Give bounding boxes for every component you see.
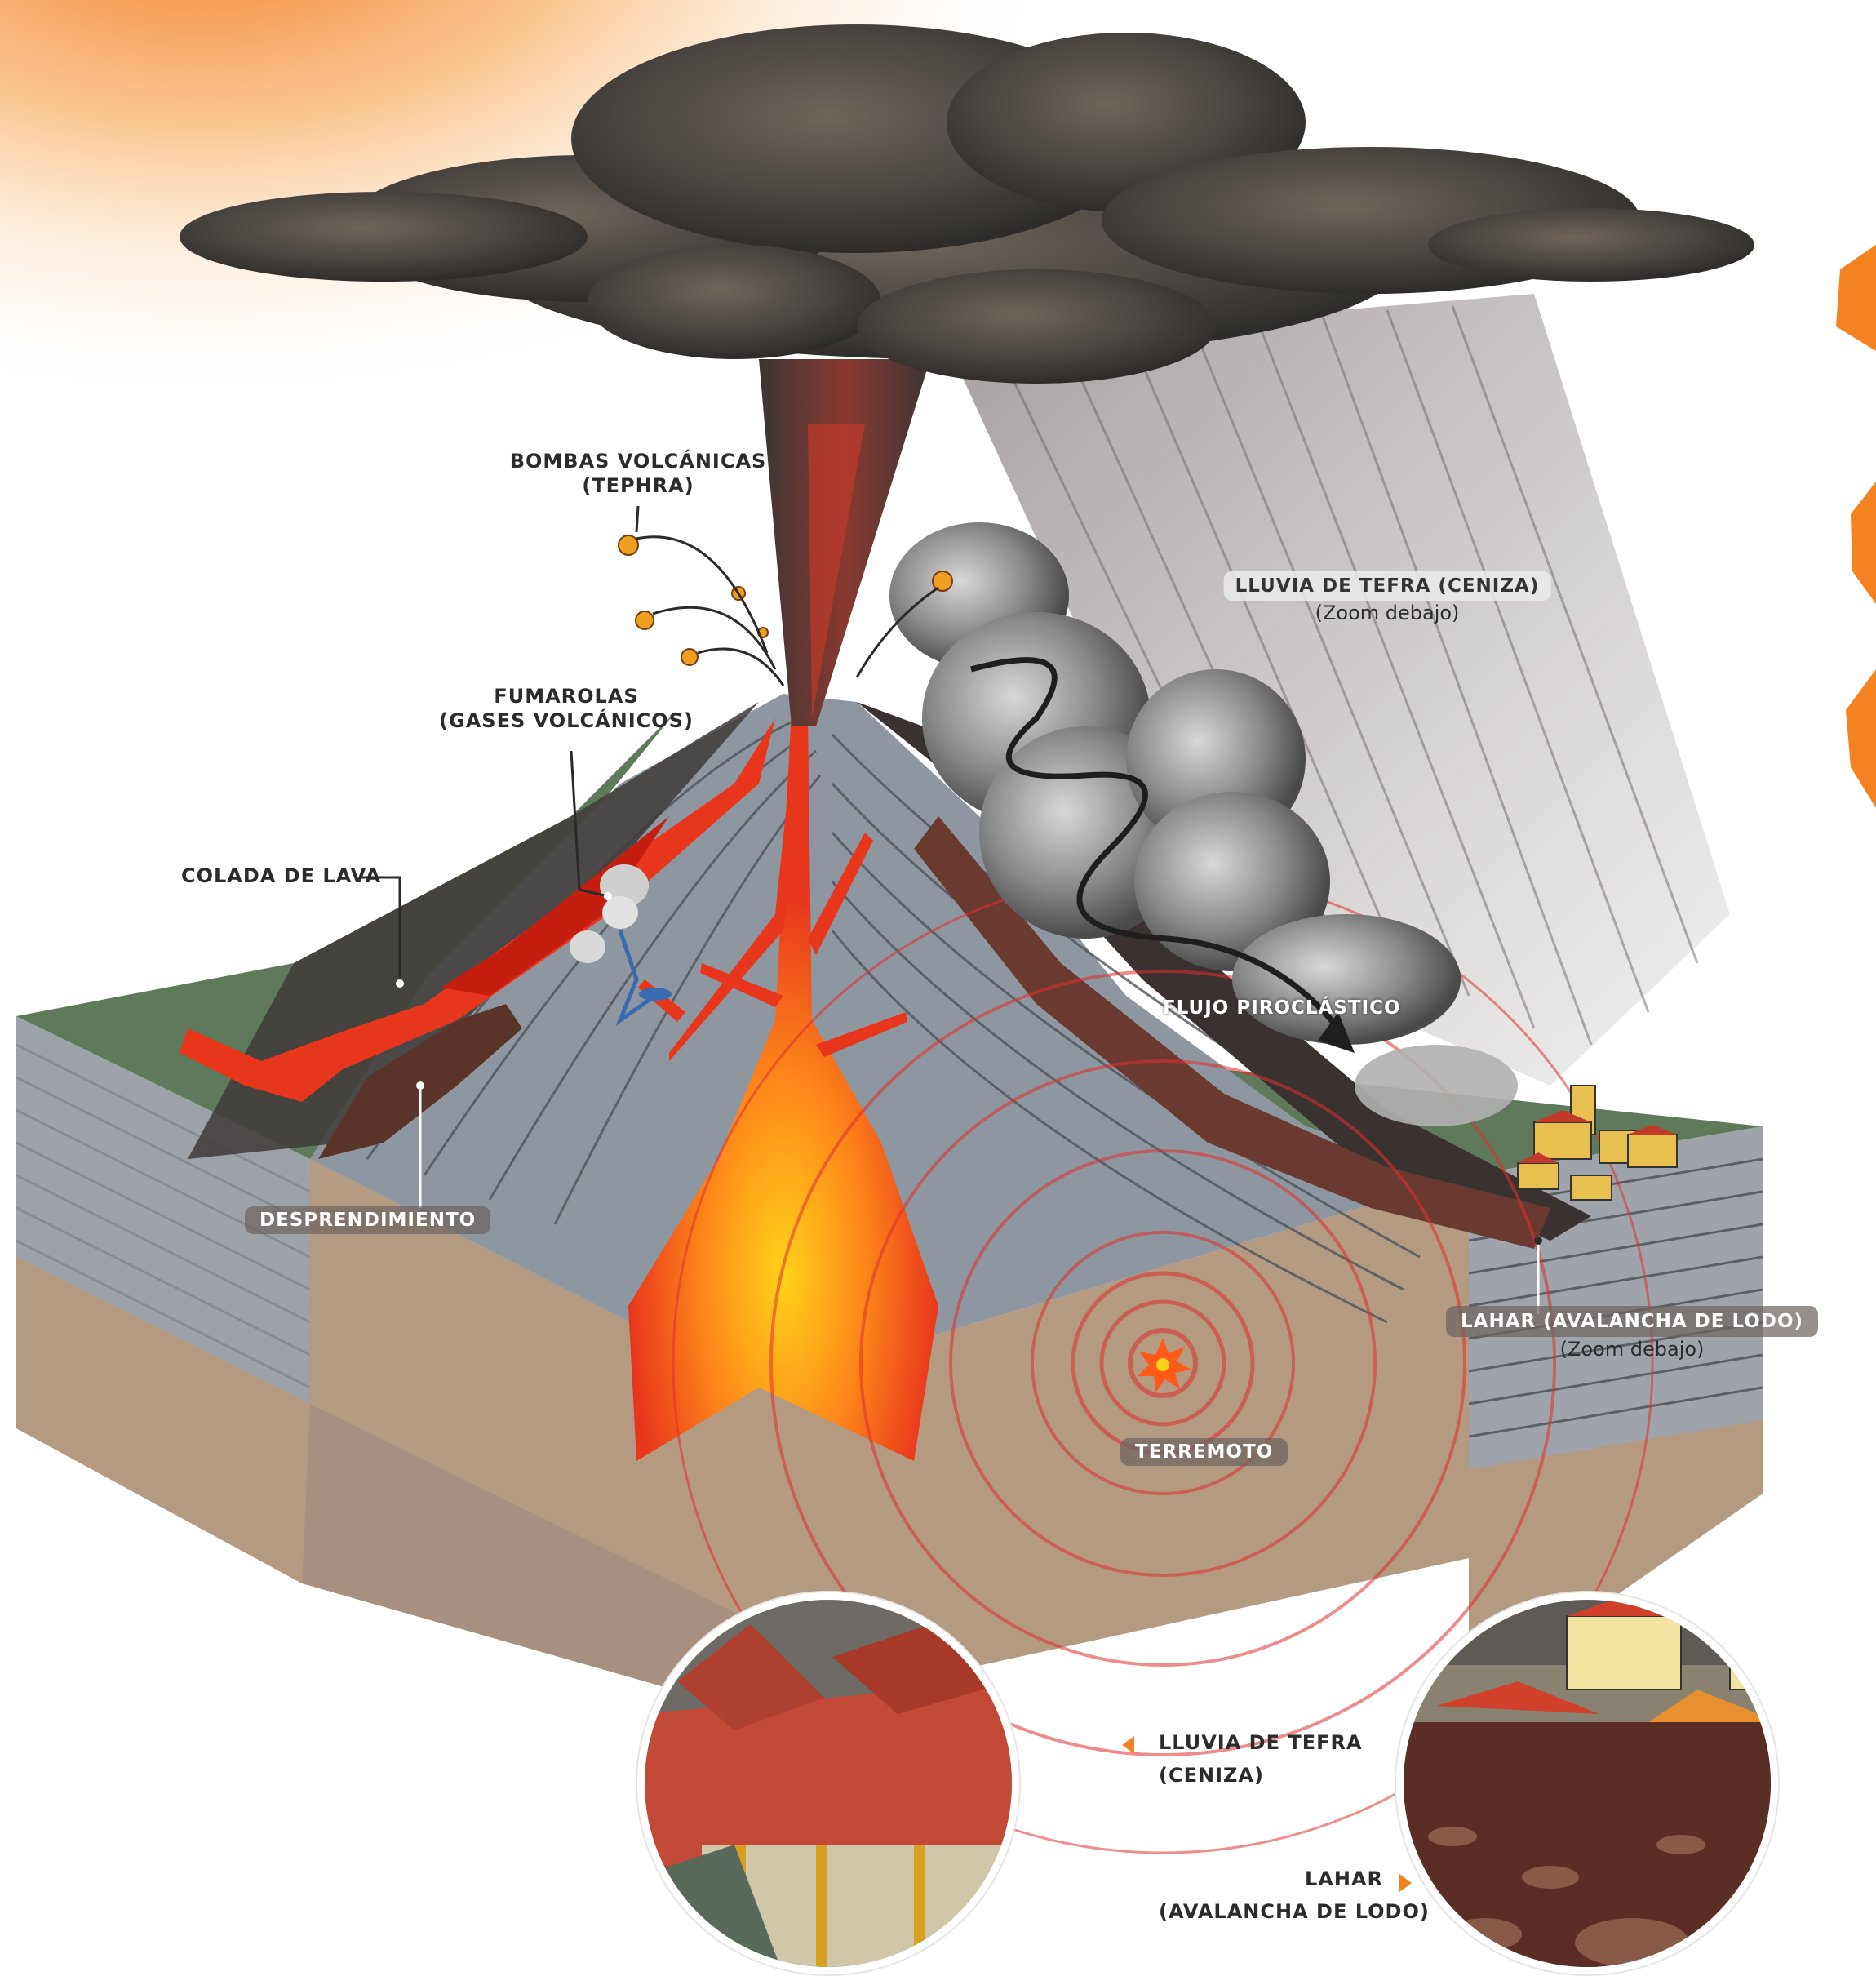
eruption-column	[759, 359, 930, 726]
earthquake-rings	[672, 872, 1654, 1854]
volcanic-bombs	[618, 535, 953, 686]
flujo-label: FLUJO PIROCLÁSTICO	[1163, 997, 1401, 1019]
leader-lines	[359, 505, 1542, 1314]
lluvia-label-line1: LLUVIA DE TEFRA (CENIZA)	[1223, 571, 1551, 601]
lahar-caption-line2: (AVALANCHA DE LODO)	[1159, 1900, 1430, 1923]
tefra-caption: LLUVIA DE TEFRA (CENIZA)	[1159, 1726, 1363, 1792]
colada-label: COLADA DE LAVA	[181, 864, 382, 887]
zoom-circle-tefra	[636, 1591, 1021, 1976]
lahar-label-line1: LAHAR (AVALANCHA DE LODO)	[1445, 1306, 1819, 1337]
earthquake-focus	[1138, 1339, 1191, 1392]
tefra-caption-arrow	[1122, 1736, 1134, 1754]
ash-fall	[947, 294, 1730, 1086]
lahar-caption-line1: LAHAR	[1304, 1867, 1383, 1890]
town	[1517, 1085, 1678, 1201]
lahar-channel	[914, 816, 1550, 1249]
pyroclastic-flow	[889, 522, 1518, 1126]
edge-tabs	[1836, 245, 1876, 808]
zoom-circle-lahar	[1395, 1591, 1780, 1976]
terremoto-label: TERREMOTO	[1120, 1438, 1288, 1466]
lluvia-label: LLUVIA DE TEFRA (CENIZA) (Zoom debajo)	[1223, 571, 1551, 625]
fumarolas-label-line1: FUMAROLAS	[494, 685, 639, 708]
lluvia-label-line2: (Zoom debajo)	[1315, 602, 1460, 624]
desprendimiento-label: DESPRENDIMIENTO	[245, 1206, 491, 1234]
magma-conduit	[628, 710, 938, 1461]
bombas-label-line2: (TEPHRA)	[582, 474, 694, 497]
lahar-label: LAHAR (AVALANCHA DE LODO) (Zoom debajo)	[1445, 1306, 1819, 1361]
ash-cloud	[180, 24, 1754, 384]
fumarolas-label: FUMAROLAS (GASES VOLCÁNICOS)	[439, 684, 694, 733]
bombas-label-line1: BOMBAS VOLCÁNICAS	[509, 450, 767, 473]
fumarolas-label-line2: (GASES VOLCÁNICOS)	[439, 709, 694, 732]
lahar-caption: LAHAR (AVALANCHA DE LODO)	[1159, 1863, 1430, 1928]
lahar-caption-arrow	[1399, 1874, 1412, 1892]
bombas-label: BOMBAS VOLCÁNICAS (TEPHRA)	[510, 449, 767, 498]
lahar-label-line2: (Zoom debajo)	[1559, 1338, 1705, 1361]
lava-flow	[180, 718, 775, 1102]
tefra-caption-line2: (CENIZA)	[1159, 1764, 1264, 1787]
tefra-caption-line1: LLUVIA DE TEFRA	[1159, 1731, 1363, 1754]
